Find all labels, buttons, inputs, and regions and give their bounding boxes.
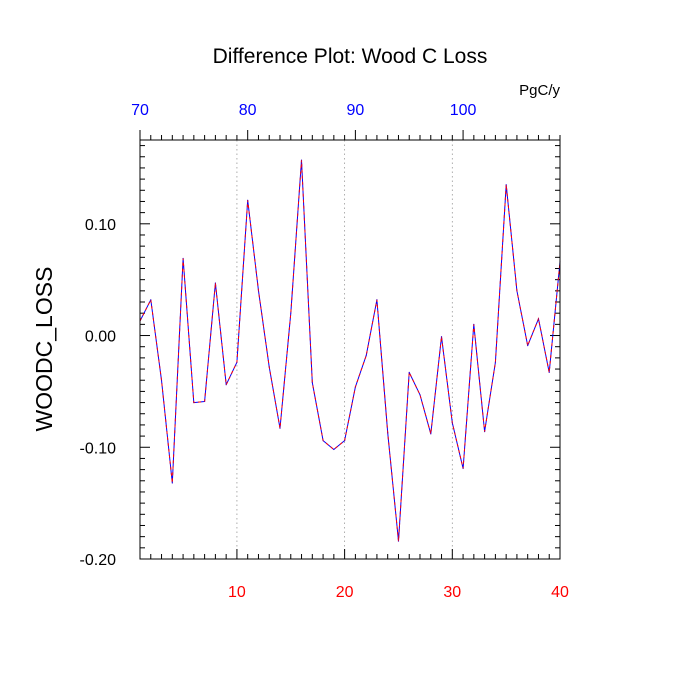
y-axis-label: WOODC_LOSS [31, 267, 57, 432]
data-point [494, 361, 496, 363]
x-tick-label: 30 [443, 584, 461, 601]
data-point [214, 282, 216, 284]
plot-frame [139, 139, 561, 560]
grid-layer [236, 140, 453, 559]
data-point [527, 344, 529, 347]
chart-title: Difference Plot: Wood C Loss [213, 45, 488, 68]
data-point [333, 448, 335, 451]
data-point [257, 290, 260, 292]
series-line-red-dashed [139, 160, 561, 542]
data-point [150, 299, 152, 301]
top-tick-label: 80 [239, 102, 257, 119]
data-point [182, 257, 184, 260]
data-point [225, 384, 227, 386]
data-point [247, 199, 249, 201]
data-point [516, 290, 518, 292]
data-point [290, 312, 292, 314]
data-point [236, 361, 238, 363]
x-tick-label: 10 [228, 584, 246, 601]
data-point [376, 299, 378, 301]
data-point [160, 379, 163, 381]
y-tick-label: -0.20 [80, 552, 117, 569]
data-point [440, 336, 443, 338]
data-point [473, 323, 475, 325]
data-point [419, 394, 421, 396]
data-point [462, 467, 464, 470]
data-point [397, 540, 400, 542]
data-point [430, 433, 432, 435]
tick-layer [139, 130, 561, 560]
data-point [344, 439, 346, 442]
data-point [354, 386, 356, 388]
data-point [365, 355, 367, 357]
y-tick-label: 0.00 [85, 329, 116, 346]
series-layer [139, 159, 561, 542]
data-point [484, 431, 486, 433]
y-tick-label: -0.10 [80, 440, 117, 457]
data-point [505, 184, 507, 186]
top-tick-label: 70 [131, 102, 149, 119]
units-label: PgC/y [519, 82, 560, 99]
data-point [268, 366, 270, 368]
data-point [193, 401, 195, 404]
data-point [387, 432, 389, 434]
top-tick-label: 90 [346, 102, 364, 119]
x-tick-label: 20 [336, 584, 354, 601]
data-point [548, 371, 550, 374]
tick-label-layer: 10 20 30 40 70 80 90 100 0.10 0.00 -0.10 -0.20 [80, 102, 569, 601]
top-tick-label: 100 [450, 102, 477, 119]
data-point [408, 371, 410, 374]
data-point [451, 422, 453, 424]
data-point [537, 318, 540, 320]
series-line-blue [139, 159, 561, 542]
data-point [204, 400, 206, 403]
x-tick-label: 40 [551, 584, 569, 601]
y-tick-label: 0.10 [85, 217, 116, 234]
data-point [279, 427, 281, 429]
data-point [322, 439, 324, 442]
data-point [311, 381, 313, 384]
data-point [171, 482, 173, 484]
data-point [300, 159, 303, 161]
